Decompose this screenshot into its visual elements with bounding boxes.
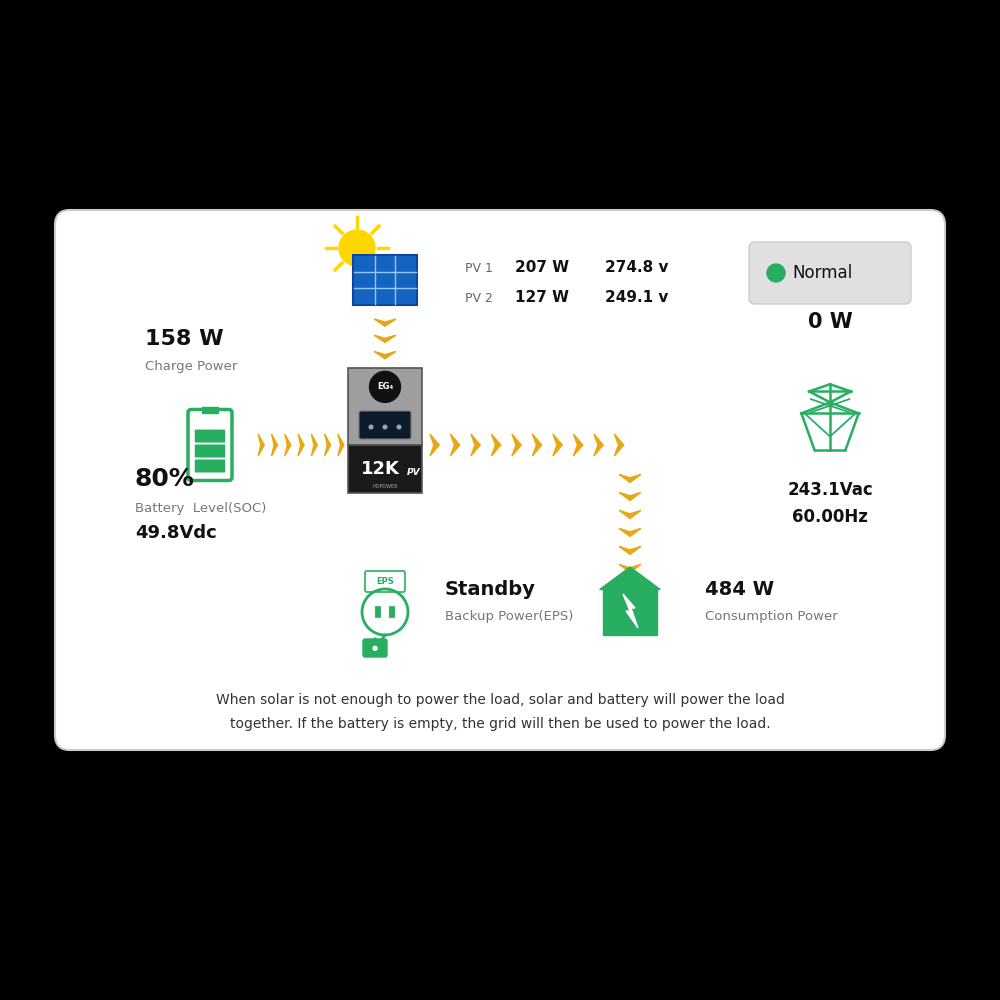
Polygon shape: [430, 434, 439, 456]
Circle shape: [767, 264, 785, 282]
Text: 80%: 80%: [135, 467, 195, 491]
Polygon shape: [573, 434, 583, 456]
Polygon shape: [271, 434, 278, 456]
Text: Battery  Level(SOC): Battery Level(SOC): [135, 502, 266, 515]
Polygon shape: [298, 434, 304, 456]
Text: 249.1 v: 249.1 v: [605, 290, 668, 306]
FancyBboxPatch shape: [353, 255, 417, 305]
Text: 127 W: 127 W: [515, 290, 569, 306]
Polygon shape: [325, 434, 331, 456]
FancyBboxPatch shape: [749, 242, 911, 304]
FancyBboxPatch shape: [55, 210, 945, 750]
Polygon shape: [374, 335, 396, 343]
FancyBboxPatch shape: [195, 430, 225, 443]
Polygon shape: [311, 434, 317, 456]
FancyBboxPatch shape: [363, 639, 387, 657]
Text: together. If the battery is empty, the grid will then be used to power the load.: together. If the battery is empty, the g…: [230, 717, 770, 731]
Text: 207 W: 207 W: [515, 260, 569, 275]
FancyBboxPatch shape: [195, 459, 225, 473]
FancyBboxPatch shape: [602, 590, 657, 635]
Text: 12K: 12K: [361, 460, 399, 478]
Polygon shape: [491, 434, 501, 456]
FancyBboxPatch shape: [359, 411, 411, 439]
Text: 243.1Vac: 243.1Vac: [787, 481, 873, 499]
Polygon shape: [338, 434, 344, 456]
Polygon shape: [594, 434, 603, 456]
Circle shape: [370, 371, 400, 402]
Polygon shape: [471, 434, 480, 456]
FancyBboxPatch shape: [195, 445, 225, 458]
Text: Charge Power: Charge Power: [145, 360, 237, 373]
Text: Standby: Standby: [445, 580, 536, 599]
Polygon shape: [619, 528, 641, 537]
Text: 49.8Vdc: 49.8Vdc: [135, 524, 217, 542]
Polygon shape: [619, 510, 641, 519]
Text: 0 W: 0 W: [808, 312, 852, 332]
Polygon shape: [374, 351, 396, 359]
Polygon shape: [374, 319, 396, 326]
Polygon shape: [623, 594, 638, 628]
Polygon shape: [532, 434, 542, 456]
Text: Backup Power(EPS): Backup Power(EPS): [445, 610, 573, 623]
Polygon shape: [258, 434, 264, 456]
Text: EG₄: EG₄: [377, 382, 393, 391]
FancyBboxPatch shape: [348, 445, 422, 492]
Text: 158 W: 158 W: [145, 329, 224, 349]
Text: 60.00Hz: 60.00Hz: [792, 508, 868, 526]
FancyBboxPatch shape: [375, 606, 381, 617]
Polygon shape: [619, 546, 641, 555]
FancyBboxPatch shape: [389, 606, 395, 617]
Text: 484 W: 484 W: [705, 580, 774, 599]
Circle shape: [383, 425, 387, 429]
Text: When solar is not enough to power the load, solar and battery will power the loa: When solar is not enough to power the lo…: [216, 693, 784, 707]
Polygon shape: [374, 368, 396, 375]
Polygon shape: [614, 434, 624, 456]
Text: HOPOWER: HOPOWER: [372, 484, 398, 488]
Text: PV 1: PV 1: [465, 261, 493, 274]
Text: Normal: Normal: [792, 264, 852, 282]
Text: PV: PV: [407, 468, 421, 477]
FancyBboxPatch shape: [202, 407, 218, 412]
Polygon shape: [600, 567, 660, 590]
Circle shape: [339, 230, 375, 266]
Polygon shape: [512, 434, 521, 456]
Polygon shape: [450, 434, 460, 456]
Polygon shape: [619, 492, 641, 501]
Text: EPS: EPS: [376, 577, 394, 586]
Polygon shape: [619, 474, 641, 483]
Text: Consumption Power: Consumption Power: [705, 610, 838, 623]
FancyBboxPatch shape: [348, 367, 422, 445]
Circle shape: [397, 425, 401, 429]
Polygon shape: [285, 434, 291, 456]
Polygon shape: [553, 434, 562, 456]
Text: PV 2: PV 2: [465, 292, 493, 304]
Circle shape: [369, 425, 373, 429]
Text: 274.8 v: 274.8 v: [605, 260, 668, 275]
Text: ●: ●: [372, 645, 378, 651]
Polygon shape: [619, 564, 641, 573]
